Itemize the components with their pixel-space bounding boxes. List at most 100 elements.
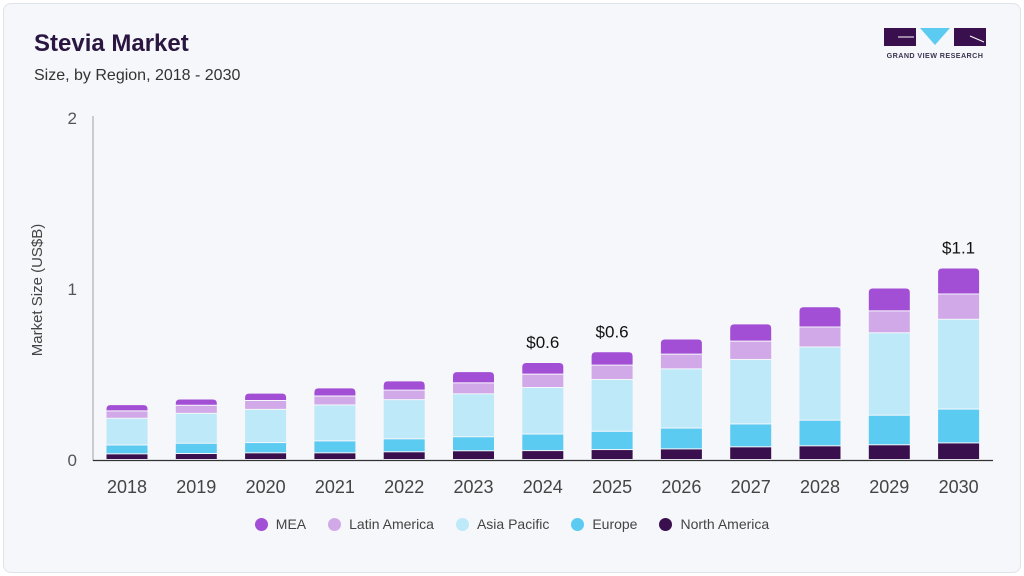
bar-segment-asia-pacific[interactable] <box>522 388 564 434</box>
bar-segment-asia-pacific[interactable] <box>730 359 772 424</box>
bar-segment-north-america[interactable] <box>453 451 494 459</box>
bar-segment-latin-america[interactable] <box>522 374 564 388</box>
bar-segment-mea[interactable] <box>314 388 356 396</box>
legend: MEA Latin America Asia Pacific Europe North … <box>0 516 1024 532</box>
bar-segment-europe[interactable] <box>660 428 702 449</box>
legend-swatch-icon <box>455 517 469 531</box>
bar-2019[interactable] <box>175 399 217 459</box>
bar-segment-europe[interactable] <box>868 415 910 445</box>
bar-2028[interactable] <box>799 307 841 459</box>
bar-2027[interactable] <box>730 324 772 459</box>
bar-segment-mea[interactable] <box>660 339 702 354</box>
bar-2018[interactable] <box>106 405 148 459</box>
bar-segment-latin-america[interactable] <box>453 383 494 394</box>
bar-segment-latin-america[interactable] <box>175 405 217 413</box>
bar-segment-north-america[interactable] <box>245 453 287 459</box>
bar-segment-north-america[interactable] <box>938 443 980 459</box>
bar-segment-asia-pacific[interactable] <box>660 369 702 428</box>
data-label: $0.6 <box>526 333 559 352</box>
bar-2024[interactable] <box>522 363 564 459</box>
bar-segment-north-america[interactable] <box>799 446 841 459</box>
x-tick-label: 2028 <box>800 477 840 497</box>
bar-segment-latin-america[interactable] <box>314 396 356 405</box>
bar-2030[interactable] <box>938 268 980 459</box>
bar-2022[interactable] <box>383 381 425 459</box>
bar-segment-asia-pacific[interactable] <box>175 413 217 443</box>
bar-segment-mea[interactable] <box>730 324 772 341</box>
bar-segment-europe[interactable] <box>591 431 633 450</box>
data-label: $0.6 <box>596 322 629 341</box>
bar-segment-latin-america[interactable] <box>730 341 772 359</box>
bar-segment-mea[interactable] <box>799 307 841 327</box>
bar-segment-asia-pacific[interactable] <box>938 319 980 409</box>
bar-segment-north-america[interactable] <box>591 450 633 459</box>
bar-segment-north-america[interactable] <box>522 451 564 459</box>
chart-card: Stevia Market Size, by Region, 2018 - 20… <box>3 3 1021 573</box>
bar-segment-north-america[interactable] <box>106 454 148 459</box>
x-tick-label: 2020 <box>246 477 286 497</box>
bar-segment-europe[interactable] <box>730 424 772 447</box>
bar-segment-mea[interactable] <box>175 399 217 405</box>
chart-title: Stevia Market <box>34 30 189 57</box>
bar-segment-europe[interactable] <box>175 443 217 454</box>
bar-segment-mea[interactable] <box>938 268 980 294</box>
bar-segment-latin-america[interactable] <box>383 390 425 400</box>
y-tick-label: 1 <box>68 280 77 299</box>
legend-label: Latin America <box>349 516 434 532</box>
legend-item-latin-america[interactable]: Latin America <box>328 516 434 532</box>
bar-segment-latin-america[interactable] <box>938 294 980 319</box>
bar-segment-north-america[interactable] <box>175 454 217 459</box>
bar-2026[interactable] <box>660 339 702 459</box>
bar-segment-latin-america[interactable] <box>245 401 287 409</box>
grand-view-research-logo: GRAND VIEW RESEARCH <box>884 28 986 60</box>
bar-segment-north-america[interactable] <box>383 452 425 459</box>
bar-segment-latin-america[interactable] <box>106 411 148 418</box>
bar-segment-europe[interactable] <box>383 439 425 452</box>
bar-segment-asia-pacific[interactable] <box>591 379 633 431</box>
bar-2021[interactable] <box>314 388 356 459</box>
x-tick-label: 2029 <box>869 477 909 497</box>
bar-segment-asia-pacific[interactable] <box>106 418 148 445</box>
bar-segment-europe[interactable] <box>106 445 148 454</box>
bar-segment-north-america[interactable] <box>730 447 772 459</box>
y-axis-label: Market Size (US$B) <box>29 224 46 357</box>
bar-segment-latin-america[interactable] <box>868 311 910 333</box>
legend-swatch-icon <box>254 517 268 531</box>
bar-segment-mea[interactable] <box>106 405 148 411</box>
bar-segment-latin-america[interactable] <box>660 354 702 369</box>
legend-item-asia-pacific[interactable]: Asia Pacific <box>455 516 549 532</box>
bar-segment-north-america[interactable] <box>314 453 356 459</box>
bar-segment-europe[interactable] <box>314 441 356 453</box>
bar-segment-mea[interactable] <box>453 372 494 383</box>
bar-segment-mea[interactable] <box>522 363 564 374</box>
bar-segment-latin-america[interactable] <box>591 365 633 379</box>
x-tick-label: 2026 <box>661 477 701 497</box>
bar-segment-latin-america[interactable] <box>799 327 841 347</box>
bar-2025[interactable] <box>591 352 633 459</box>
bar-2023[interactable] <box>453 372 494 459</box>
bar-segment-mea[interactable] <box>868 288 910 311</box>
legend-item-mea[interactable]: MEA <box>254 516 306 532</box>
bar-segment-europe[interactable] <box>799 420 841 446</box>
bar-segment-mea[interactable] <box>591 352 633 365</box>
bar-2029[interactable] <box>868 288 910 459</box>
bar-segment-asia-pacific[interactable] <box>314 405 356 441</box>
chart-subtitle: Size, by Region, 2018 - 2030 <box>34 67 241 84</box>
bar-segment-europe[interactable] <box>938 409 980 443</box>
bar-segment-asia-pacific[interactable] <box>383 400 425 439</box>
legend-item-north-america[interactable]: North America <box>659 516 769 532</box>
bar-2020[interactable] <box>245 393 287 459</box>
bar-segment-asia-pacific[interactable] <box>453 394 494 437</box>
bar-segment-europe[interactable] <box>453 437 494 451</box>
bar-segment-asia-pacific[interactable] <box>799 347 841 420</box>
bar-segment-asia-pacific[interactable] <box>245 409 287 443</box>
bar-segment-mea[interactable] <box>383 381 425 390</box>
bar-segment-europe[interactable] <box>522 434 564 451</box>
bar-segment-north-america[interactable] <box>660 449 702 459</box>
legend-item-europe[interactable]: Europe <box>571 516 637 532</box>
bar-segment-north-america[interactable] <box>868 445 910 459</box>
bar-segment-europe[interactable] <box>245 443 287 453</box>
bar-segment-mea[interactable] <box>245 393 287 401</box>
bar-segment-asia-pacific[interactable] <box>868 333 910 415</box>
